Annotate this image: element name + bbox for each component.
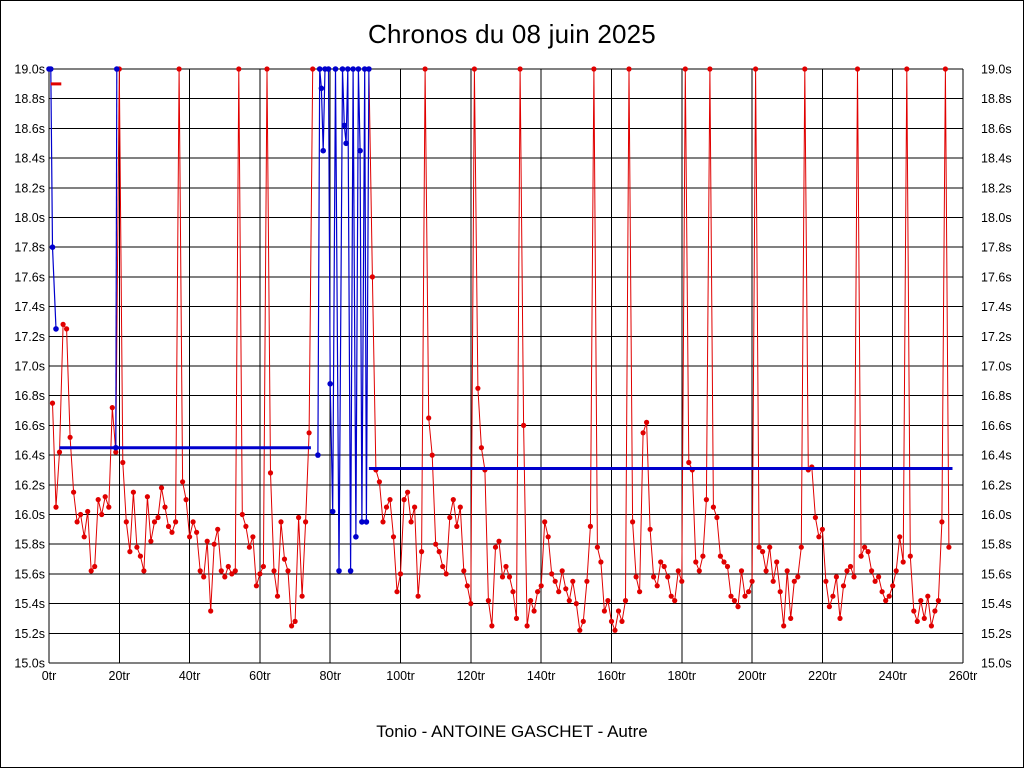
svg-text:18.6s: 18.6s bbox=[14, 122, 45, 136]
svg-text:15.4s: 15.4s bbox=[981, 597, 1012, 611]
svg-text:16.0s: 16.0s bbox=[981, 508, 1012, 522]
svg-text:17.8s: 17.8s bbox=[14, 241, 45, 255]
svg-text:17.6s: 17.6s bbox=[14, 270, 45, 284]
svg-text:18.2s: 18.2s bbox=[14, 181, 45, 195]
svg-text:16.2s: 16.2s bbox=[981, 478, 1012, 492]
svg-text:16.8s: 16.8s bbox=[14, 389, 45, 403]
svg-text:19.0s: 19.0s bbox=[981, 63, 1012, 77]
x-axis-labels: 0tr 20tr 40tr 60tr 80tr 100tr 120tr 140tr 160tr 1… bbox=[42, 669, 978, 683]
svg-text:19.0s: 19.0s bbox=[14, 63, 45, 77]
svg-text:17.6s: 17.6s bbox=[981, 270, 1012, 284]
svg-text:17.2s: 17.2s bbox=[981, 330, 1012, 344]
svg-text:180tr: 180tr bbox=[668, 669, 697, 683]
svg-text:18.4s: 18.4s bbox=[14, 152, 45, 166]
svg-text:17.2s: 17.2s bbox=[14, 330, 45, 344]
svg-text:18.2s: 18.2s bbox=[981, 181, 1012, 195]
svg-text:16.0s: 16.0s bbox=[14, 508, 45, 522]
series-red-laptimes bbox=[49, 66, 952, 633]
y-axis-labels-right: 19.0s 18.8s 18.6s 18.4s 18.2s 18.0s 17.8s 17.6s… bbox=[981, 63, 1012, 671]
svg-text:16.8s: 16.8s bbox=[981, 389, 1012, 403]
svg-text:16.4s: 16.4s bbox=[14, 449, 45, 463]
chart-footer: Tonio - ANTOINE GASCHET - Autre bbox=[376, 722, 648, 741]
svg-text:16.6s: 16.6s bbox=[981, 419, 1012, 433]
svg-text:18.4s: 18.4s bbox=[981, 152, 1012, 166]
svg-text:15.2s: 15.2s bbox=[981, 627, 1012, 641]
svg-text:18.8s: 18.8s bbox=[981, 92, 1012, 106]
svg-text:18.0s: 18.0s bbox=[981, 211, 1012, 225]
chart-title: Chronos du 08 juin 2025 bbox=[368, 19, 656, 49]
svg-text:16.4s: 16.4s bbox=[981, 449, 1012, 463]
svg-text:15.2s: 15.2s bbox=[14, 627, 45, 641]
svg-text:18.0s: 18.0s bbox=[14, 211, 45, 225]
svg-text:18.6s: 18.6s bbox=[981, 122, 1012, 136]
series-blue-laptimes bbox=[46, 66, 372, 574]
svg-text:40tr: 40tr bbox=[179, 669, 201, 683]
svg-text:18.8s: 18.8s bbox=[14, 92, 45, 106]
svg-text:15.0s: 15.0s bbox=[14, 657, 45, 671]
average-reference-lines bbox=[50, 82, 953, 470]
svg-text:220tr: 220tr bbox=[808, 669, 837, 683]
svg-text:20tr: 20tr bbox=[109, 669, 131, 683]
svg-text:15.6s: 15.6s bbox=[981, 567, 1012, 581]
svg-text:260tr: 260tr bbox=[949, 669, 978, 683]
svg-text:17.0s: 17.0s bbox=[14, 360, 45, 374]
svg-text:15.4s: 15.4s bbox=[14, 597, 45, 611]
svg-text:120tr: 120tr bbox=[457, 669, 486, 683]
svg-text:100tr: 100tr bbox=[386, 669, 415, 683]
svg-text:15.0s: 15.0s bbox=[981, 657, 1012, 671]
svg-text:200tr: 200tr bbox=[738, 669, 767, 683]
svg-text:140tr: 140tr bbox=[527, 669, 556, 683]
svg-text:17.4s: 17.4s bbox=[14, 300, 45, 314]
svg-text:80tr: 80tr bbox=[319, 669, 341, 683]
svg-text:15.8s: 15.8s bbox=[14, 538, 45, 552]
svg-text:17.8s: 17.8s bbox=[981, 241, 1012, 255]
svg-text:60tr: 60tr bbox=[249, 669, 271, 683]
svg-text:17.4s: 17.4s bbox=[981, 300, 1012, 314]
svg-text:160tr: 160tr bbox=[597, 669, 626, 683]
svg-text:16.2s: 16.2s bbox=[14, 478, 45, 492]
svg-text:16.6s: 16.6s bbox=[14, 419, 45, 433]
svg-text:15.6s: 15.6s bbox=[14, 567, 45, 581]
svg-text:0tr: 0tr bbox=[42, 669, 57, 683]
svg-text:15.8s: 15.8s bbox=[981, 538, 1012, 552]
svg-text:17.0s: 17.0s bbox=[981, 360, 1012, 374]
svg-text:240tr: 240tr bbox=[878, 669, 907, 683]
y-axis-labels-left: 19.0s 18.8s 18.6s 18.4s 18.2s 18.0s 17.8s 17.6s… bbox=[14, 63, 45, 671]
